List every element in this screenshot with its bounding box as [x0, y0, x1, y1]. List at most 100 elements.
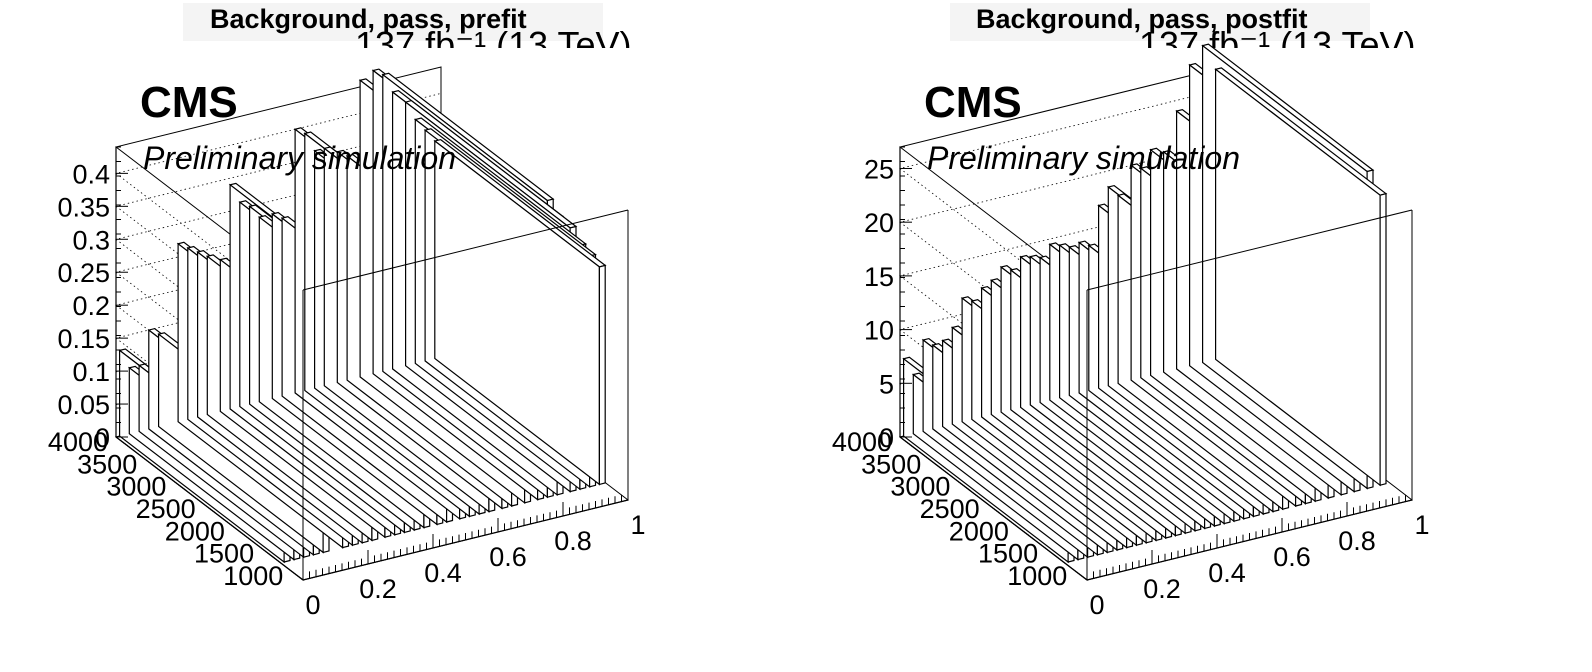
y-minor-tick: [273, 557, 281, 563]
z-tick-label: 0.1: [72, 357, 110, 387]
y-tick-label: 1000: [223, 561, 283, 591]
x-tick-label: 1: [630, 510, 645, 540]
y-minor-tick: [279, 561, 286, 568]
y-minor-tick: [1039, 543, 1047, 550]
y-tick-label: 3000: [890, 472, 950, 502]
x-tick-label: 0.8: [554, 526, 592, 556]
y-minor-tick: [1028, 534, 1035, 541]
y-minor-tick: [244, 534, 251, 541]
y-major-tick: [928, 458, 942, 469]
plot-title: Background, pass, postfit: [976, 4, 1308, 34]
y-major-tick: [958, 481, 971, 492]
y-tick-label: 3500: [77, 449, 137, 479]
y-tick-label: 4000: [48, 427, 108, 457]
y-minor-tick: [1057, 557, 1065, 563]
z-tick-label: 5: [879, 369, 894, 399]
y-major-tick: [1016, 525, 1030, 536]
y-tick-label: 2500: [920, 494, 980, 524]
y-minor-tick: [255, 543, 263, 550]
lumi-label: 137 fb⁻¹ (13 TeV): [1139, 24, 1416, 48]
y-minor-tick: [197, 499, 205, 505]
z-tick-label: 0.2: [72, 291, 110, 321]
y-tick-label: 1500: [194, 539, 254, 569]
y-minor-tick: [168, 476, 175, 483]
y-tick-label: 3000: [106, 472, 166, 502]
preliminary-label: Preliminary simulation: [927, 140, 1240, 176]
x-tick-label: 0.2: [359, 574, 397, 604]
y-tick-label: 2000: [165, 516, 225, 546]
x-tick-label: 0.2: [1143, 574, 1181, 604]
y-minor-tick: [1069, 566, 1076, 572]
y-minor-tick: [917, 450, 924, 456]
x-tick-label: 0.6: [1273, 542, 1311, 572]
title-box: [950, 3, 1370, 41]
y-tick-label: 1500: [978, 539, 1038, 569]
y-major-tick: [174, 481, 187, 492]
lumi-label: 137 fb⁻¹ (13 TeV): [355, 24, 632, 48]
cms-label: CMS: [140, 78, 238, 127]
y-minor-tick: [1034, 539, 1041, 545]
y-minor-tick: [139, 454, 146, 460]
plot-title: Background, pass, prefit: [210, 4, 527, 34]
y-minor-tick: [1063, 561, 1070, 568]
y-major-tick: [203, 503, 216, 514]
z-tick-label: 10: [864, 316, 894, 346]
z-tick-label: 25: [864, 154, 894, 184]
lego-bar: [433, 138, 607, 486]
z-tick-label: 20: [864, 208, 894, 238]
z-tick-label: 0: [879, 423, 894, 453]
y-tick-label: 2000: [949, 516, 1009, 546]
z-tick-label: 0.25: [57, 258, 110, 288]
y-minor-tick: [1004, 517, 1012, 523]
prefit-panel: 0 0.05 0.1 0.15 0.2 0.25 0.3 0.35 0.4 1000 1500 200…: [48, 3, 646, 620]
x-tick-label: 1: [1414, 510, 1429, 540]
z-tick-label: 0.15: [57, 324, 110, 354]
cms-label: CMS: [924, 78, 1022, 127]
y-minor-tick: [969, 490, 977, 496]
bar-front-face: [1379, 192, 1387, 486]
preliminary-label: Preliminary simulation: [143, 140, 456, 176]
y-major-tick: [291, 570, 304, 581]
x-tick-label: 0.6: [489, 542, 527, 572]
x-tick-label: 0: [1089, 590, 1104, 620]
z-tick-label: 0.35: [57, 192, 110, 222]
y-minor-tick: [975, 494, 983, 500]
y-minor-tick: [981, 499, 989, 505]
y-major-tick: [987, 503, 1000, 514]
y-minor-tick: [191, 494, 199, 500]
y-minor-tick: [215, 512, 222, 518]
y-tick-label: 4000: [832, 427, 892, 457]
z-tick-label: 0.3: [72, 225, 110, 255]
y-minor-tick: [156, 467, 164, 474]
x-tick-label: 0.4: [424, 558, 462, 588]
x-tick-label: 0.4: [1208, 558, 1246, 588]
y-minor-tick: [127, 445, 134, 451]
postfit-lego-plot: 0510152025100015002000250030003500400000…: [832, 43, 1430, 620]
z-tick-label: 15: [864, 262, 894, 292]
y-minor-tick: [185, 490, 193, 496]
y-minor-tick: [226, 521, 234, 527]
y-major-tick: [144, 458, 158, 469]
y-minor-tick: [923, 454, 930, 460]
bar-front-face: [598, 264, 606, 486]
top-edge: [1086, 209, 1413, 291]
z-tick-label: 0.4: [72, 159, 110, 189]
postfit-panel: 0 5 10 15 20 25 1000 1500 2000 2500 3000 3500 4000 0 0…: [784, 0, 1580, 672]
z-tick-label: 0: [95, 423, 110, 453]
y-tick-label: 3500: [861, 449, 921, 479]
y-minor-tick: [1010, 521, 1018, 527]
lego-bar: [1214, 67, 1388, 487]
y-minor-tick: [220, 517, 228, 523]
y-tick-label: 2500: [136, 494, 196, 524]
y-minor-tick: [162, 472, 170, 478]
y-minor-tick: [250, 539, 257, 545]
y-major-tick: [115, 436, 129, 447]
y-minor-tick: [133, 450, 140, 456]
y-minor-tick: [911, 445, 918, 451]
y-minor-tick: [999, 512, 1006, 518]
top-edge: [302, 209, 629, 291]
title-box: [183, 3, 603, 41]
prefit-lego-plot: 00.050.10.150.20.250.30.350.410001500200…: [48, 66, 646, 620]
y-minor-tick: [285, 566, 292, 572]
y-major-tick: [1045, 548, 1059, 559]
